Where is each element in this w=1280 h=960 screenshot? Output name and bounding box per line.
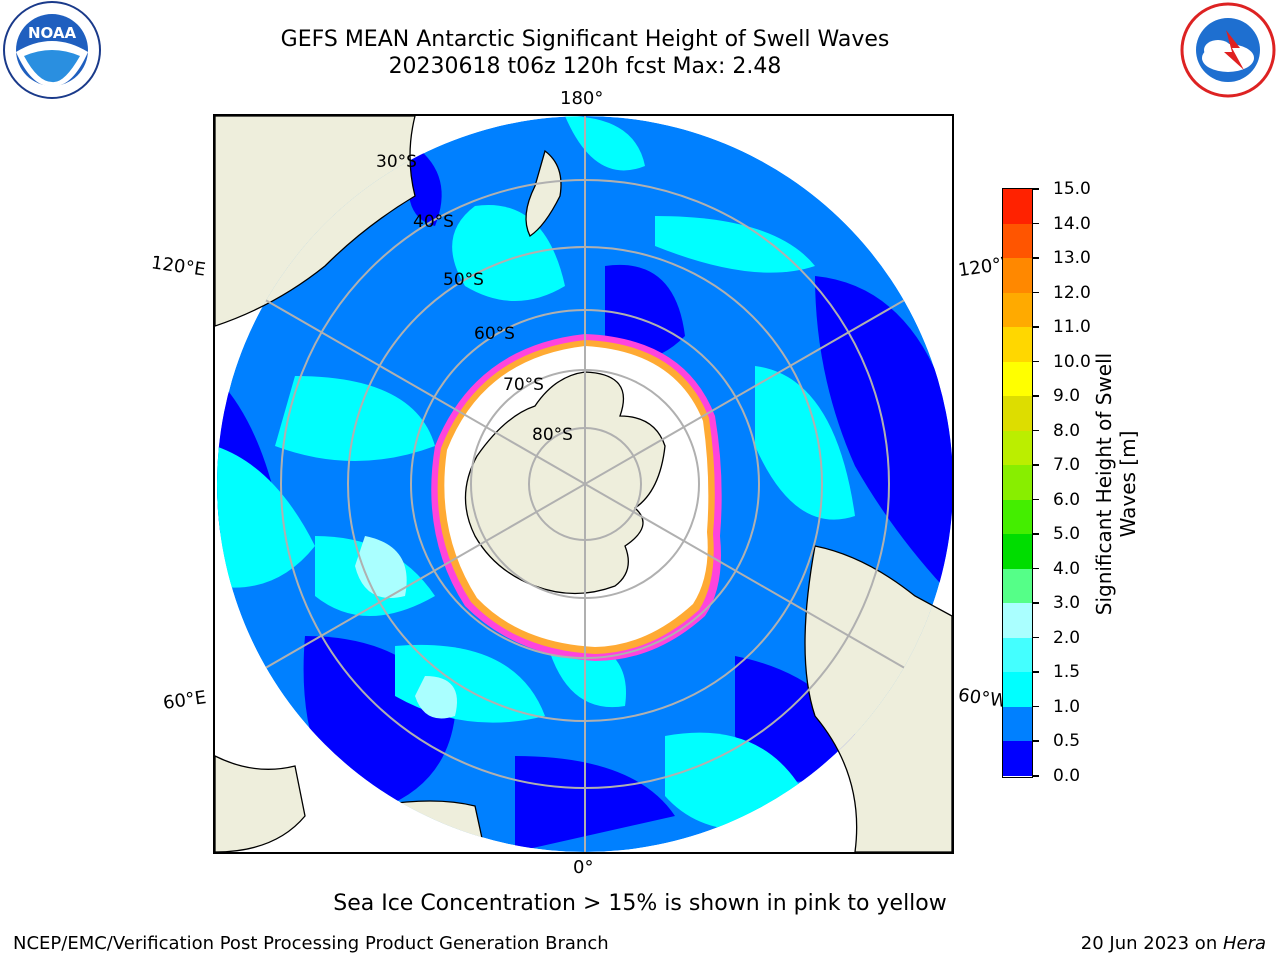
chart-subtitle: 20230618 t06z 120h fcst Max: 2.48 <box>388 54 782 79</box>
lat-label-60s: 60°S <box>474 324 515 344</box>
colorbar-tick-label: 15.0 <box>1053 179 1091 199</box>
lat-label-40s: 40°S <box>413 212 454 232</box>
lon-label-120e: 120°E <box>149 252 207 281</box>
colorbar-tick-mark <box>1033 188 1039 190</box>
colorbar-segment <box>1003 534 1032 569</box>
graticule <box>217 116 952 852</box>
lat-label-50s: 50°S <box>443 270 484 290</box>
colorbar-segment <box>1003 672 1032 707</box>
colorbar-tick-mark <box>1033 326 1039 328</box>
colorbar-segment <box>1003 258 1032 293</box>
colorbar-segment <box>1003 223 1032 259</box>
colorbar-label: Significant Height of Swell Waves [m] <box>1092 324 1140 644</box>
colorbar-segment <box>1003 603 1032 638</box>
colorbar-tick-mark <box>1033 360 1039 363</box>
africa <box>354 800 486 852</box>
colorbar-tick-label: 4.0 <box>1053 558 1081 579</box>
colorbar-tick-label: 13.0 <box>1053 248 1091 269</box>
lon-label-180: 180° <box>560 88 604 109</box>
colorbar-tick-mark <box>1033 429 1039 432</box>
colorbar-tick-label: 7.0 <box>1053 455 1081 476</box>
colorbar-tick-mark <box>1033 533 1039 535</box>
colorbar-tick-mark <box>1033 291 1039 294</box>
colorbar-segment <box>1003 499 1032 535</box>
colorbar-tick-label: 1.5 <box>1053 662 1081 683</box>
colorbar-tick-mark <box>1033 705 1039 708</box>
lat-label-80s: 80°S <box>532 425 573 445</box>
sea-ice-note: Sea Ice Concentration > 15% is shown in … <box>333 891 947 916</box>
chart-title: GEFS MEAN Antarctic Significant Height o… <box>280 27 890 52</box>
colorbar-segment <box>1003 292 1032 328</box>
colorbar-tick-label: 0.0 <box>1053 766 1081 786</box>
nws-logo <box>1178 0 1278 100</box>
colorbar-segment <box>1003 741 1032 776</box>
colorbar-tick-mark <box>1033 671 1039 673</box>
colorbar-tick-label: 11.0 <box>1053 317 1091 338</box>
colorbar <box>1002 188 1033 778</box>
colorbar-tick-label: 6.0 <box>1053 489 1081 510</box>
lon-label-0: 0° <box>573 857 594 878</box>
colorbar-tick-mark <box>1033 395 1039 397</box>
footer-branch: NCEP/EMC/Verification Post Processing Pr… <box>13 933 609 954</box>
colorbar-tick-label: 9.0 <box>1053 386 1081 407</box>
colorbar-label-line2: Waves [m] <box>1116 430 1140 538</box>
lat-label-30s: 30°S <box>376 152 417 172</box>
colorbar-tick-mark <box>1033 602 1039 604</box>
colorbar-segment <box>1003 568 1032 604</box>
footer-date-text: 20 Jun 2023 on <box>1080 933 1223 954</box>
colorbar-tick-mark <box>1033 464 1039 466</box>
colorbar-tick-label: 0.5 <box>1053 731 1081 752</box>
colorbar-segment <box>1003 706 1032 742</box>
colorbar-tick-label: 8.0 <box>1053 420 1081 441</box>
swell-high <box>355 536 457 719</box>
antarctica <box>464 371 666 595</box>
colorbar-tick-label: 3.0 <box>1053 593 1081 614</box>
colorbar-segment <box>1003 189 1032 224</box>
colorbar-tick-label: 2.0 <box>1053 627 1081 648</box>
colorbar-tick-mark <box>1033 222 1039 225</box>
colorbar-tick-label: 1.0 <box>1053 696 1081 717</box>
polar-map <box>213 114 954 854</box>
colorbar-segment <box>1003 396 1032 431</box>
noaa-logo-text: NOAA <box>28 24 77 42</box>
colorbar-tick-mark <box>1033 498 1039 501</box>
colorbar-tick-mark <box>1033 636 1039 639</box>
colorbar-segment <box>1003 637 1032 673</box>
colorbar-segment <box>1003 327 1032 362</box>
colorbar-tick-mark <box>1033 567 1039 570</box>
colorbar-label-line1: Significant Height of Swell <box>1092 352 1116 616</box>
colorbar-tick-label: 12.0 <box>1053 282 1091 303</box>
colorbar-tick-label: 5.0 <box>1053 524 1081 545</box>
colorbar-tick-label: 10.0 <box>1053 351 1091 372</box>
colorbar-tick-mark <box>1033 257 1039 259</box>
lat-label-70s: 70°S <box>503 375 544 395</box>
colorbar-segment <box>1003 361 1032 397</box>
footer-date: 20 Jun 2023 on Hera <box>1081 933 1266 954</box>
footer-host: Hera <box>1222 933 1266 954</box>
lon-label-60e: 60°E <box>161 687 208 714</box>
noaa-logo: NOAA <box>2 0 102 100</box>
colorbar-segment <box>1003 465 1032 500</box>
colorbar-tick-mark <box>1033 740 1039 742</box>
colorbar-tick-label: 14.0 <box>1053 213 1091 234</box>
colorbar-tick-mark <box>1033 775 1039 777</box>
colorbar-segment <box>1003 430 1032 466</box>
